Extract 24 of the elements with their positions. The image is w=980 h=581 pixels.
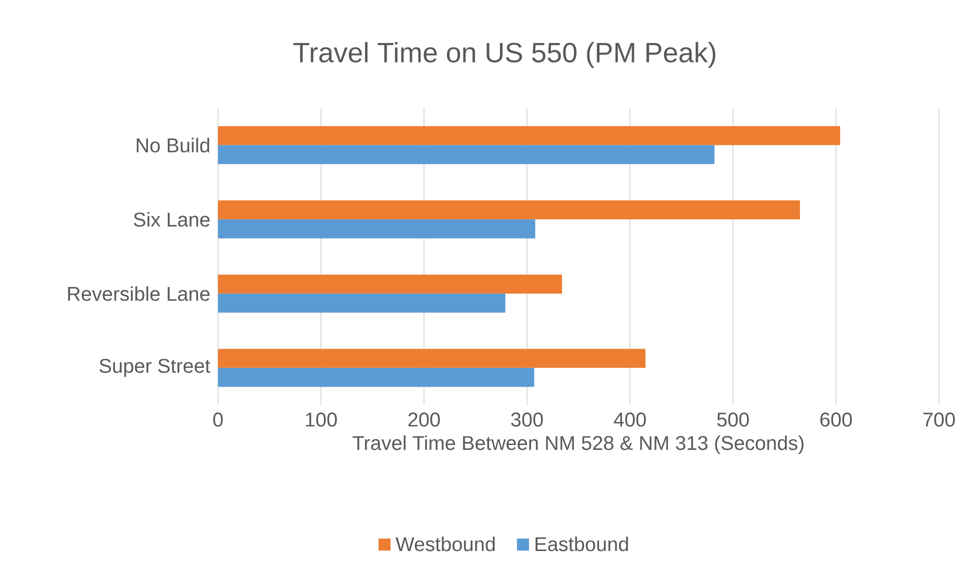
y-tick-label: Six Lane [134,212,210,227]
x-tick-label: 600 [820,412,852,427]
x-tick-label: 400 [614,412,646,427]
x-tick-label: 300 [511,412,543,427]
bar [218,145,714,164]
bar [218,126,840,146]
x-axis-title: Travel Time Between NM 528 & NM 313 (Seconds) [352,435,804,454]
chart-title: Travel Time on US 550 (PM Peak) [294,42,716,68]
legend-label: Eastbound [536,536,628,552]
x-tick-label: 200 [408,412,440,427]
bar [218,348,646,368]
bar [218,219,536,238]
x-tick-label: 100 [306,412,337,427]
x-tick-label: 0 [213,412,223,427]
x-tick-label: 500 [717,412,749,427]
bar [218,368,534,387]
bar [218,274,562,294]
bar [218,200,800,220]
legend-label: Westbound [396,536,495,552]
x-tick-label: 700 [923,412,955,427]
y-tick-label: No Build [136,138,210,152]
y-tick-label: Reversible Lane [68,286,210,301]
bar [218,294,506,313]
y-tick-label: Super Street [100,358,210,377]
